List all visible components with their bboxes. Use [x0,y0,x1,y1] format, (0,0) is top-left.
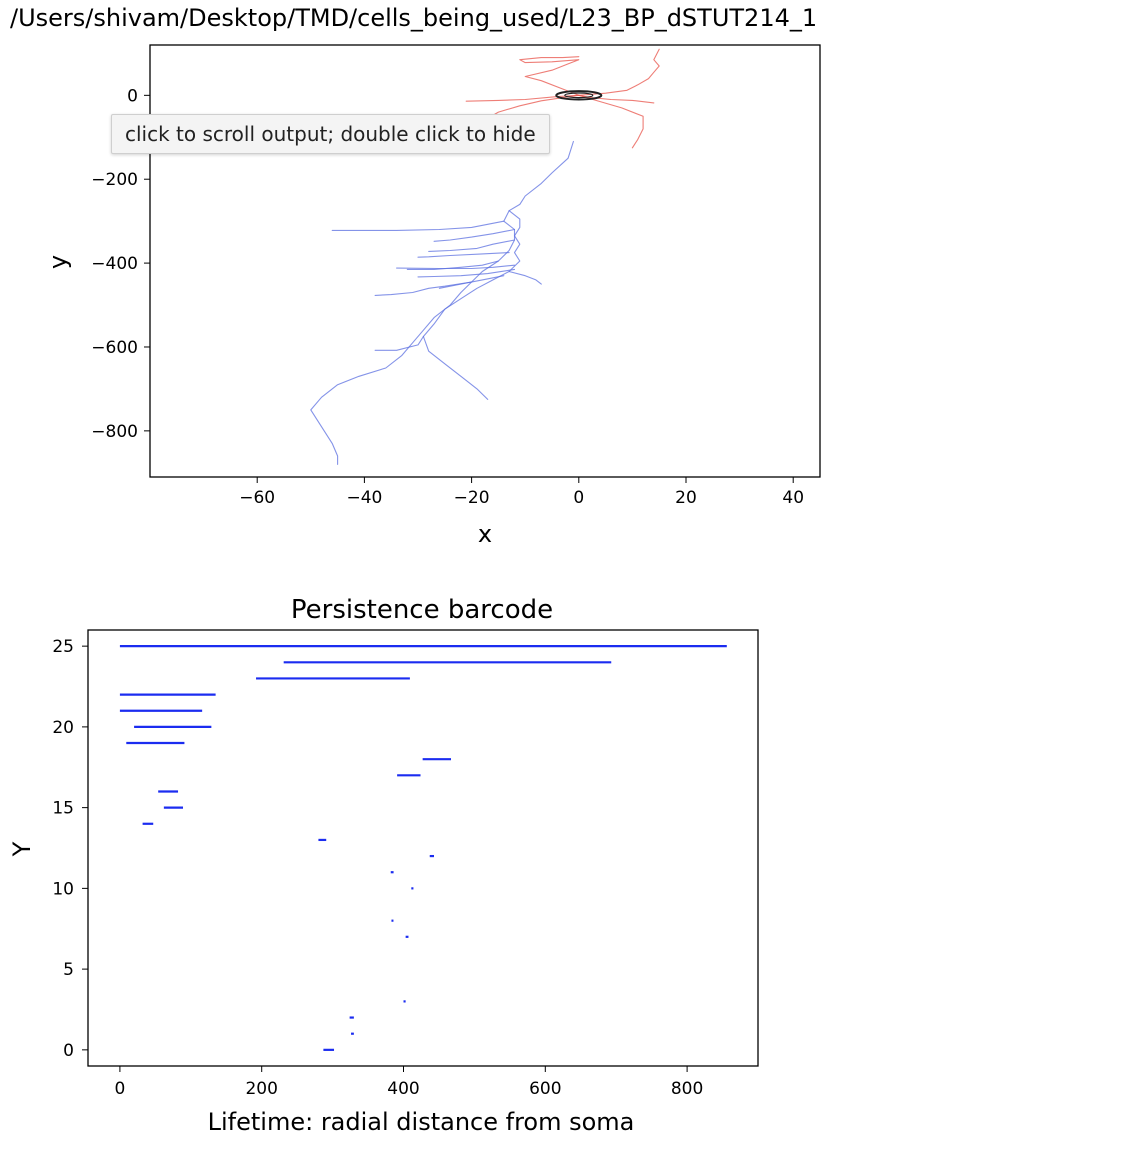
dendrite-trace-14 [417,268,516,278]
dendrite-trace-18 [433,228,516,242]
barcode-bars [119,645,727,1051]
barcode-y-tick-label: 25 [52,637,74,657]
morphology-y-tick-label: −400 [91,254,138,274]
barcode-x-axis-label: Lifetime: radial distance from soma [208,1108,635,1136]
barcode-title: Persistence barcode [291,595,553,625]
barcode-y-tick-label: 20 [52,718,74,738]
barcode-x-tick-label: 200 [245,1079,277,1099]
dendrite-trace-16 [438,275,505,289]
morphology-y-tick-label: 0 [127,86,138,106]
dendrite-trace-17 [422,335,489,400]
morphology-y-tick-label: −600 [91,338,138,358]
dendrite-trace-6 [310,140,574,465]
axon-trace-4 [578,94,655,104]
morphology-x-tick-label: −60 [239,488,275,508]
barcode-y-tick-label: 10 [52,879,74,899]
morphology-x-tick-label: −20 [454,488,490,508]
dendrite-trace-12 [417,252,510,258]
soma-inner-outline [564,92,594,99]
barcode-y-tick-label: 5 [63,960,74,980]
morphology-y-tick-label: −200 [91,170,138,190]
axon-trace-2 [465,94,580,102]
output-path-title: /Users/shivam/Desktop/TMD/cells_being_us… [10,4,818,32]
morphology-y-axis-label: y [44,255,72,269]
soma-outline [555,90,603,101]
output-scroll-tooltip[interactable]: click to scroll output; double click to … [111,114,550,154]
barcode-x-tick-label: 800 [671,1079,703,1099]
morphology-traces [310,48,660,465]
barcode-y-tick-label: 0 [63,1041,74,1061]
axon-trace-0 [578,48,660,96]
morphology-x-tick-label: 20 [675,488,697,508]
barcode-chart: Persistence barcode 0 200 400 600 800 0 5 10 15 2… [8,595,759,1136]
barcode-x-tick-label: 400 [387,1079,419,1099]
morphology-x-axis-label: x [478,520,492,548]
axon-trace-1 [519,56,580,96]
axon-trace-5 [578,94,644,149]
morphology-x-tick-label: 0 [573,488,584,508]
dendrite-trace-10 [428,239,516,252]
barcode-x-tick-label: 0 [114,1079,125,1099]
morphology-plot-frame [149,44,821,478]
barcode-plot-frame [87,629,759,1067]
barcode-x-tick-label: 600 [529,1079,561,1099]
dendrite-trace-9 [374,281,473,296]
morphology-y-tick-label: −800 [91,422,138,442]
dendrite-trace-7 [331,220,505,231]
morphology-chart: −60 −40 −20 0 20 400−200−400−600−800 x y [44,44,821,548]
dendrite-trace-13 [396,264,516,270]
barcode-y-tick-label: 15 [52,799,74,819]
dendrite-trace-11 [374,210,521,351]
dendrite-trace-8 [406,260,499,270]
barcode-ticks: 0 200 400 600 800 0 5 10 15 20 25 [52,637,703,1099]
morphology-ticks: −60 −40 −20 0 20 400−200−400−600−800 [91,86,804,508]
morphology-x-tick-label: −40 [346,488,382,508]
barcode-y-axis-label: Y [8,841,36,857]
morphology-x-tick-label: 40 [782,488,804,508]
dendrite-trace-15 [508,270,542,285]
